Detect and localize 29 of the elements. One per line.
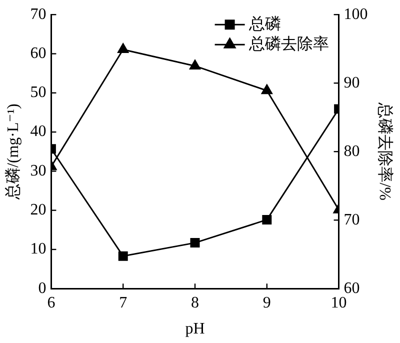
x-tick-label: 7	[119, 294, 128, 312]
point	[118, 251, 128, 261]
legend-label: 总磷去除率	[248, 34, 329, 53]
y2-tick-label: 70	[344, 211, 360, 228]
y2-tick-label: 100	[344, 6, 368, 23]
y-tick-label: 40	[30, 123, 46, 140]
y-axis-title: 总磷/(mg·L⁻¹)	[4, 104, 22, 201]
point	[189, 59, 201, 70]
y-tick-label: 50	[30, 84, 46, 102]
y-tick-label: 60	[30, 44, 46, 62]
y2-tick-label: 60	[344, 280, 360, 297]
y-tick-label: 30	[30, 162, 46, 180]
point	[117, 43, 129, 54]
point	[261, 84, 273, 94]
y2-tick-label: 90	[344, 74, 360, 92]
x-tick-label: 8	[191, 294, 199, 312]
point	[262, 214, 272, 224]
x-axis-title: pH	[185, 320, 206, 338]
x-tick-label: 6	[47, 294, 56, 312]
y2-tick-label: 80	[344, 142, 360, 160]
y2-axis-title: 总磷去除率/%	[376, 102, 394, 200]
y-tick-label: 10	[30, 240, 46, 258]
y-tick-label: 70	[30, 6, 46, 23]
point	[190, 238, 200, 248]
x-tick-label: 10	[330, 294, 347, 312]
y-tick-label: 0	[38, 280, 46, 297]
legend-label: 总磷	[248, 14, 281, 33]
x-tick-label: 9	[262, 294, 271, 312]
y-tick-label: 20	[30, 202, 46, 219]
